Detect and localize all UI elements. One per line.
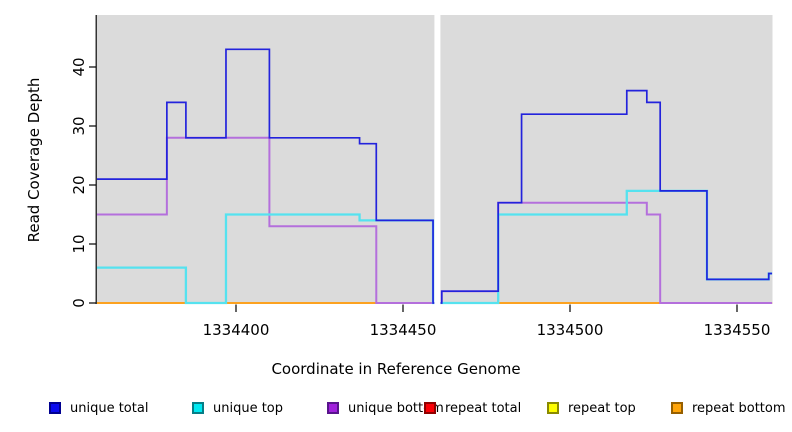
legend-label: repeat bottom: [692, 400, 786, 416]
legend-swatch-icon: [192, 402, 204, 414]
series-line-unique-total: [440, 89, 773, 304]
legend-swatch-icon: [49, 402, 61, 414]
legend-item-repeat-total: repeat total: [424, 399, 521, 417]
y-tick-label: 20: [70, 175, 88, 194]
x-tick-label: 1334500: [537, 321, 604, 339]
x-axis-title: Coordinate in Reference Genome: [271, 360, 521, 378]
x-tick-label: 1334550: [704, 321, 771, 339]
legend: unique total unique top unique bottom repea…: [0, 399, 792, 421]
x-tick-label: 1334450: [370, 321, 437, 339]
legend-swatch-icon: [547, 402, 559, 414]
series-lines: [97, 48, 773, 305]
legend-item-repeat-top: repeat top: [547, 399, 636, 417]
y-tick-label: 10: [70, 234, 88, 253]
series-line-unique-total: [97, 48, 435, 304]
legend-label: unique bottom: [348, 400, 444, 416]
series-line-unique-bottom: [97, 136, 435, 304]
legend-label: repeat total: [445, 400, 522, 416]
legend-swatch-icon: [327, 402, 339, 414]
y-tick-label: 30: [70, 116, 88, 135]
legend-label: unique top: [213, 400, 284, 416]
legend-label: repeat top: [568, 400, 636, 416]
y-tick-label: 40: [70, 57, 88, 76]
legend-swatch-icon: [671, 402, 683, 414]
legend-item-unique-bottom: unique bottom: [327, 399, 444, 417]
legend-label: unique total: [70, 400, 149, 416]
y-tick-label: 0: [70, 298, 88, 308]
legend-item-unique-total: unique total: [49, 399, 148, 417]
x-tick-label: 1334400: [203, 321, 270, 339]
legend-item-unique-top: unique top: [192, 399, 283, 417]
legend-swatch-icon: [424, 402, 436, 414]
masked-region-gap: [434, 15, 441, 304]
legend-item-repeat-bottom: repeat bottom: [671, 399, 786, 417]
y-axis-title: Read Coverage Depth: [25, 77, 43, 243]
